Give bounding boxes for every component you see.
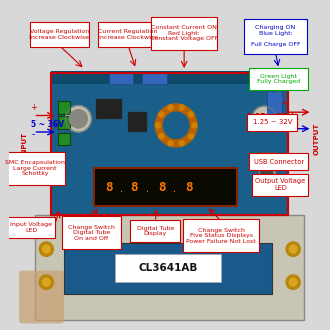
Text: OUTPUT: OUTPUT (314, 122, 319, 155)
FancyBboxPatch shape (57, 116, 70, 129)
Text: Change Switch
Five Status Displays
Power Failure Not Lost: Change Switch Five Status Displays Power… (186, 228, 256, 244)
Text: CL3641AB: CL3641AB (139, 263, 198, 273)
Text: 8: 8 (105, 181, 113, 194)
FancyBboxPatch shape (130, 220, 180, 242)
FancyBboxPatch shape (57, 101, 70, 114)
FancyBboxPatch shape (94, 168, 237, 206)
FancyBboxPatch shape (98, 22, 158, 47)
Circle shape (155, 123, 160, 128)
Text: 1.25 ~ 32V: 1.25 ~ 32V (247, 113, 293, 122)
Circle shape (192, 123, 197, 128)
FancyBboxPatch shape (260, 154, 273, 176)
Text: INPUT: INPUT (22, 131, 28, 156)
Text: Output Voltage
LED: Output Voltage LED (255, 179, 306, 191)
Text: +: + (30, 103, 37, 112)
Text: Green Light
Fully Charged: Green Light Fully Charged (257, 74, 300, 84)
Text: 1.25 ~ 32V: 1.25 ~ 32V (252, 119, 292, 125)
Text: Change Switch
Digital Tube
On and Off: Change Switch Digital Tube On and Off (68, 224, 115, 241)
Text: Voltage Regulation
Increase Clockwise: Voltage Regulation Increase Clockwise (29, 29, 89, 40)
FancyBboxPatch shape (143, 72, 167, 84)
FancyBboxPatch shape (7, 217, 55, 238)
FancyBboxPatch shape (151, 16, 217, 50)
Text: .: . (145, 184, 150, 194)
Circle shape (159, 112, 164, 117)
FancyBboxPatch shape (35, 214, 304, 320)
FancyBboxPatch shape (62, 216, 121, 249)
FancyBboxPatch shape (19, 271, 64, 323)
Circle shape (43, 245, 50, 253)
Text: .: . (119, 184, 124, 194)
Text: .: . (172, 184, 177, 194)
FancyBboxPatch shape (268, 91, 282, 119)
FancyBboxPatch shape (244, 19, 307, 53)
Circle shape (286, 242, 300, 256)
Text: -: - (282, 126, 285, 136)
Text: 8: 8 (131, 181, 138, 194)
Circle shape (286, 275, 300, 289)
Text: Digital Tube
Display: Digital Tube Display (137, 226, 174, 236)
Circle shape (39, 275, 53, 289)
FancyBboxPatch shape (109, 72, 133, 84)
FancyBboxPatch shape (249, 153, 308, 170)
Circle shape (43, 278, 50, 286)
FancyBboxPatch shape (249, 69, 308, 90)
FancyBboxPatch shape (51, 73, 288, 214)
Text: USB Connector: USB Connector (254, 159, 304, 165)
FancyBboxPatch shape (115, 254, 221, 282)
FancyBboxPatch shape (128, 112, 147, 132)
Circle shape (155, 104, 197, 147)
Circle shape (179, 105, 184, 110)
Text: 8: 8 (185, 181, 193, 194)
Text: SMC Encapsulation
Large Current
Schottky: SMC Encapsulation Large Current Schottky (5, 160, 65, 177)
Text: -: - (32, 129, 35, 139)
Text: Constant Current ON
Red Light:
Constant Voltage OFF: Constant Current ON Red Light: Constant … (150, 25, 218, 41)
FancyBboxPatch shape (96, 99, 122, 119)
Circle shape (66, 106, 91, 132)
FancyBboxPatch shape (183, 219, 259, 252)
FancyBboxPatch shape (57, 133, 70, 145)
Circle shape (252, 106, 277, 131)
Text: Current Regulation
Increase Clockwise: Current Regulation Increase Clockwise (98, 29, 158, 40)
FancyBboxPatch shape (5, 152, 65, 185)
Text: 5 ~ 36V: 5 ~ 36V (31, 120, 64, 129)
FancyBboxPatch shape (29, 22, 89, 47)
FancyBboxPatch shape (252, 174, 308, 195)
Text: 8: 8 (158, 181, 165, 194)
Circle shape (69, 110, 87, 128)
FancyBboxPatch shape (51, 71, 288, 84)
Text: Charging ON
Blue Light:

Full Charge OFF: Charging ON Blue Light: Full Charge OFF (251, 25, 300, 47)
Circle shape (168, 141, 173, 146)
FancyBboxPatch shape (248, 114, 297, 131)
FancyBboxPatch shape (258, 152, 276, 178)
Text: +: + (280, 99, 287, 108)
Circle shape (289, 278, 297, 286)
Circle shape (188, 134, 193, 139)
Circle shape (188, 112, 193, 117)
Circle shape (159, 134, 164, 139)
Circle shape (168, 105, 173, 110)
FancyBboxPatch shape (64, 243, 272, 294)
Circle shape (289, 245, 297, 253)
Circle shape (39, 242, 53, 256)
Circle shape (179, 141, 184, 146)
Circle shape (163, 112, 189, 139)
Text: Input Voltage
LED: Input Voltage LED (10, 222, 52, 233)
